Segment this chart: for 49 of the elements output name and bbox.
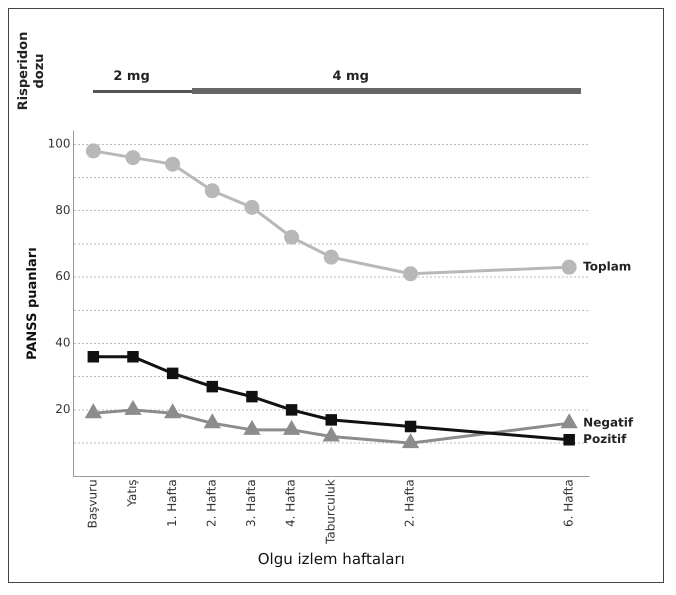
point	[165, 404, 180, 418]
point	[404, 420, 416, 432]
point	[562, 260, 577, 275]
point	[165, 156, 180, 172]
series-label: Pozitif	[583, 432, 628, 446]
point	[86, 404, 101, 418]
point	[246, 390, 258, 402]
text: 4 mg	[332, 68, 369, 84]
point	[125, 401, 141, 415]
x-tick-label: 4. Hafta	[284, 479, 298, 528]
point	[326, 414, 337, 426]
point	[166, 368, 178, 380]
y-axis-title: PANSS puanları	[25, 247, 40, 360]
point	[284, 230, 300, 245]
x-axis-title: Olgu izlem haftaları	[258, 550, 405, 568]
point	[324, 250, 339, 265]
y-tick-label: 40	[55, 336, 71, 350]
point	[562, 414, 577, 428]
point	[244, 421, 260, 435]
point	[402, 434, 418, 448]
text: 2 mg	[113, 68, 150, 84]
point	[244, 200, 260, 215]
text: Risperidon dozu	[16, 32, 47, 110]
point	[324, 428, 339, 442]
y-tick-label: 60	[55, 269, 71, 284]
point	[204, 414, 220, 428]
y-tick-label: 20	[55, 402, 71, 416]
point	[284, 421, 300, 435]
point	[206, 380, 218, 392]
point	[125, 150, 140, 166]
point	[563, 434, 575, 446]
x-tick-label: Taburculuk	[323, 479, 338, 546]
x-tick-label: 1. Hafta	[164, 479, 179, 528]
y-tick-label: 80	[55, 202, 71, 217]
x-tick-label: Başvuru	[85, 479, 100, 528]
point	[286, 404, 298, 416]
x-tick-label: 6. Hafta	[561, 479, 576, 528]
point	[88, 351, 100, 363]
point	[86, 143, 101, 158]
point	[204, 183, 220, 198]
x-tick-label: Yatış	[125, 479, 140, 508]
point	[403, 266, 418, 282]
x-tick-label: 3. Hafta	[244, 479, 258, 528]
series-label: Toplam	[583, 259, 632, 274]
x-tick-label: 2. Hafta	[402, 479, 417, 528]
y-tick-label: 100	[48, 136, 71, 150]
point	[127, 351, 139, 363]
x-tick-label: 2. Hafta	[204, 479, 218, 528]
series-label: Negatif	[583, 415, 634, 430]
